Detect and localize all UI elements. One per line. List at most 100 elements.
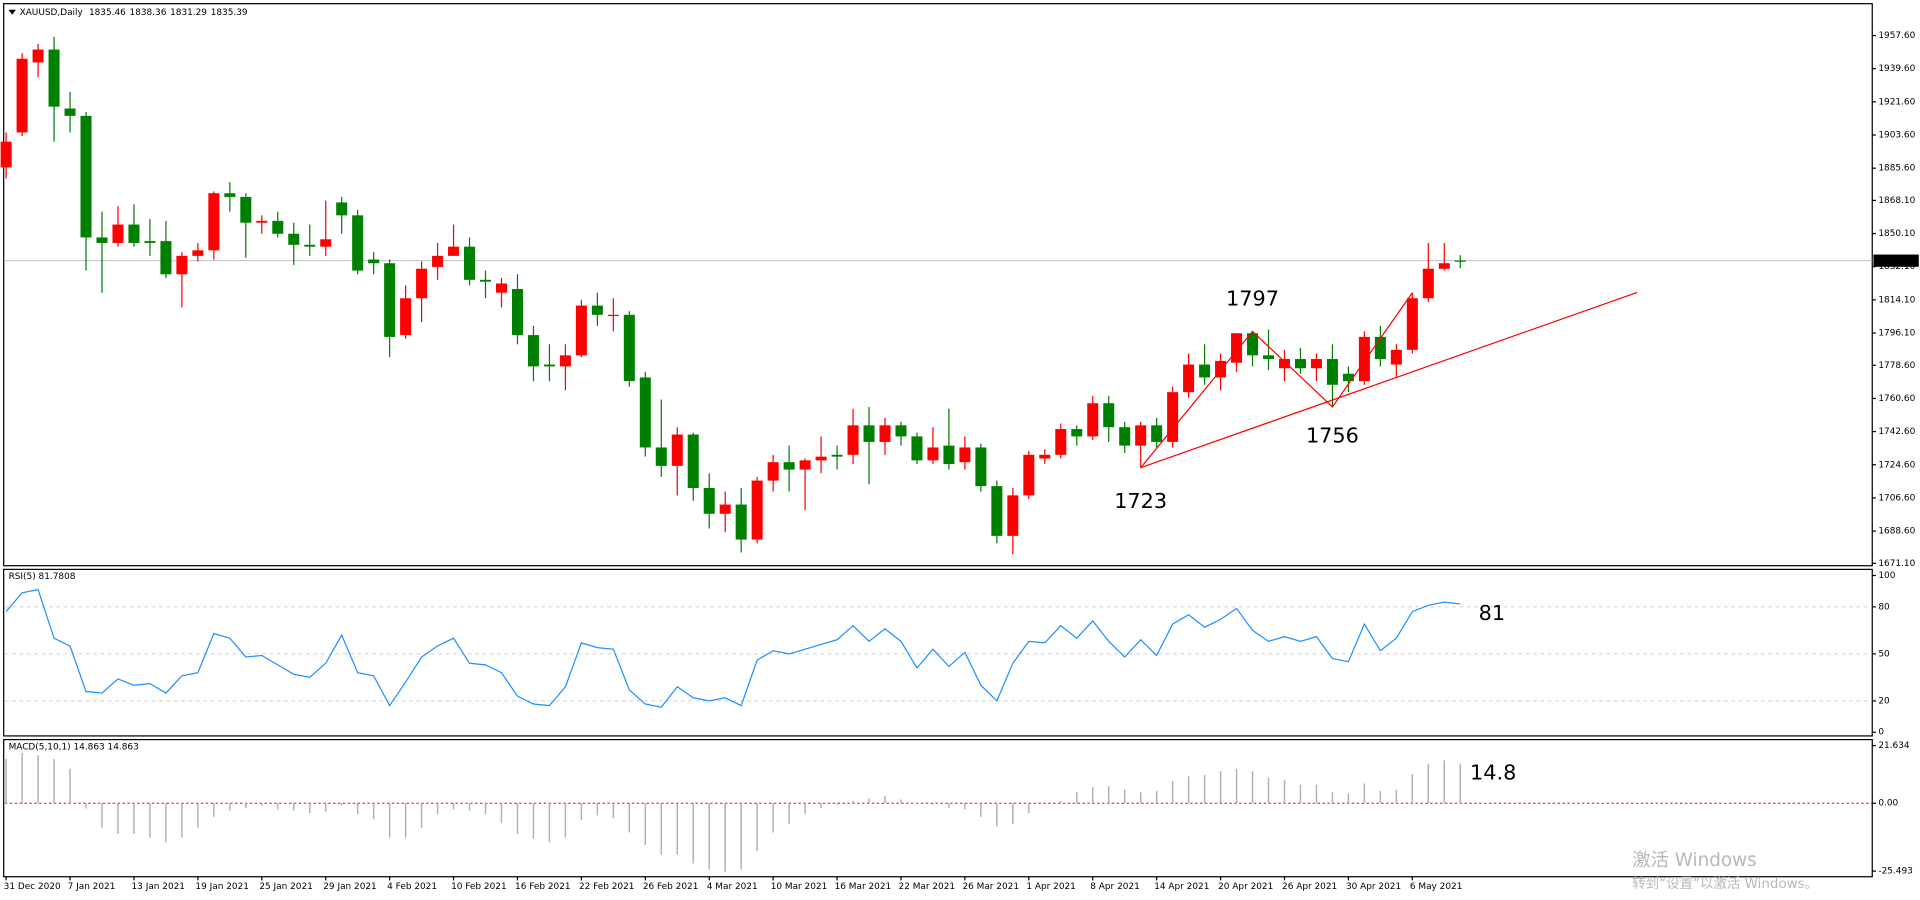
candle-body [1231, 333, 1243, 363]
price-label-box [1873, 254, 1919, 267]
candle-body [384, 263, 396, 337]
candle-body [655, 447, 667, 466]
candle-body [400, 298, 412, 336]
candle-body [176, 255, 188, 275]
candle-body [240, 196, 252, 223]
candle-body [1454, 260, 1466, 262]
candle-body [815, 456, 827, 461]
zigzag [1140, 292, 1413, 469]
x-tick-label: 14 Apr 2021 [1154, 882, 1209, 892]
candle-body [959, 447, 971, 463]
candle-body [495, 283, 507, 293]
candle-body [464, 246, 476, 280]
x-tick-label: 31 Dec 2020 [4, 882, 61, 892]
candle-body [1135, 425, 1147, 446]
y-tick-label: 1778.60 [1878, 361, 1915, 371]
candle-body [687, 434, 699, 488]
candle-body [1039, 454, 1051, 459]
x-tick-label: 4 Mar 2021 [707, 882, 758, 892]
y-tick-label: 100 [1878, 571, 1895, 581]
x-tick-label: 6 May 2021 [1410, 882, 1463, 892]
candle-body [192, 250, 204, 256]
candle-body [1326, 359, 1338, 385]
watermark-title: 激活 Windows [1632, 850, 1757, 871]
candle-body [1087, 403, 1099, 437]
rsi-annotation: 81 [1479, 601, 1505, 625]
symbol-title: XAUUSD,Daily [20, 8, 84, 18]
y-tick-label: 0 [1878, 728, 1884, 738]
x-tick-label: 16 Mar 2021 [835, 882, 892, 892]
y-tick-label: 1760.60 [1878, 394, 1915, 404]
candle-body [288, 233, 300, 245]
candle-body [1055, 429, 1067, 455]
main-pane [3, 3, 1873, 567]
candle-body [1071, 429, 1083, 437]
candle-body [208, 193, 220, 251]
candle-body [368, 259, 380, 264]
x-tick-label: 26 Apr 2021 [1282, 882, 1337, 892]
candle-body [1438, 263, 1450, 269]
candle-body [1390, 349, 1402, 365]
candle-body [879, 425, 891, 442]
y-tick-label: 1903.60 [1878, 131, 1915, 141]
macd-annotation: 14.8 [1470, 760, 1516, 784]
candle-body [336, 202, 348, 216]
y-tick-label: 20 [1878, 696, 1890, 706]
y-tick-label: 1885.60 [1878, 164, 1915, 174]
candle-body [96, 237, 108, 243]
rsi-line [5, 588, 1461, 708]
x-tick-label: 20 Apr 2021 [1218, 882, 1273, 892]
candle-body [64, 108, 76, 116]
candle-body [272, 220, 284, 234]
candle-body [1278, 359, 1290, 369]
y-tick-label: 50 [1878, 649, 1890, 659]
candle-body [847, 425, 859, 455]
candle-body [1023, 454, 1035, 496]
candle-body [1247, 333, 1259, 356]
candle-body [1119, 427, 1131, 446]
rsi-pane [3, 568, 1873, 737]
candle-body [783, 462, 795, 470]
candle-body [0, 141, 12, 168]
candle-body [352, 215, 364, 271]
candle-body [1294, 359, 1306, 369]
y-tick-label: 1796.10 [1878, 329, 1915, 339]
candle-body [1215, 360, 1227, 378]
candle-body [1007, 495, 1019, 536]
rsi-title: RSI(5) 81.7808 [9, 572, 76, 582]
x-tick-label: 7 Jan 2021 [68, 882, 116, 892]
candle-body [575, 305, 587, 356]
candle-body [591, 305, 603, 315]
candle-body [1422, 268, 1434, 299]
x-tick-label: 22 Mar 2021 [899, 882, 956, 892]
y-tick-label: 1724.60 [1878, 460, 1915, 470]
price-annotation: 1797 [1226, 287, 1279, 311]
candle-body [432, 255, 444, 267]
x-tick-label: 25 Jan 2021 [259, 882, 312, 892]
candle-body [160, 241, 172, 275]
y-tick-label: 1814.10 [1878, 295, 1915, 305]
candle-body [416, 268, 428, 299]
x-tick-label: 10 Mar 2021 [771, 882, 828, 892]
candle-body [144, 241, 156, 243]
x-tick-label: 13 Jan 2021 [132, 882, 185, 892]
candle-body [927, 447, 939, 461]
candle-body [1167, 392, 1179, 442]
x-tick-label: 10 Feb 2021 [451, 882, 507, 892]
candle-body [863, 425, 875, 442]
y-tick-label: 1688.60 [1878, 527, 1915, 537]
y-tick-label: 0.00 [1878, 799, 1898, 809]
y-tick-label: 1850.10 [1878, 229, 1915, 239]
candle-body [1183, 364, 1195, 393]
menu-arrow[interactable] [8, 9, 16, 15]
candle-body [224, 193, 236, 197]
candle-body [623, 314, 635, 382]
x-tick-label: 19 Jan 2021 [195, 882, 248, 892]
candle-body [448, 246, 460, 256]
candle-body [975, 447, 987, 487]
price-label: 1835.39 [1877, 256, 1914, 266]
candle-body [1374, 336, 1386, 360]
ohlc-high: 1838.36 [130, 8, 167, 18]
